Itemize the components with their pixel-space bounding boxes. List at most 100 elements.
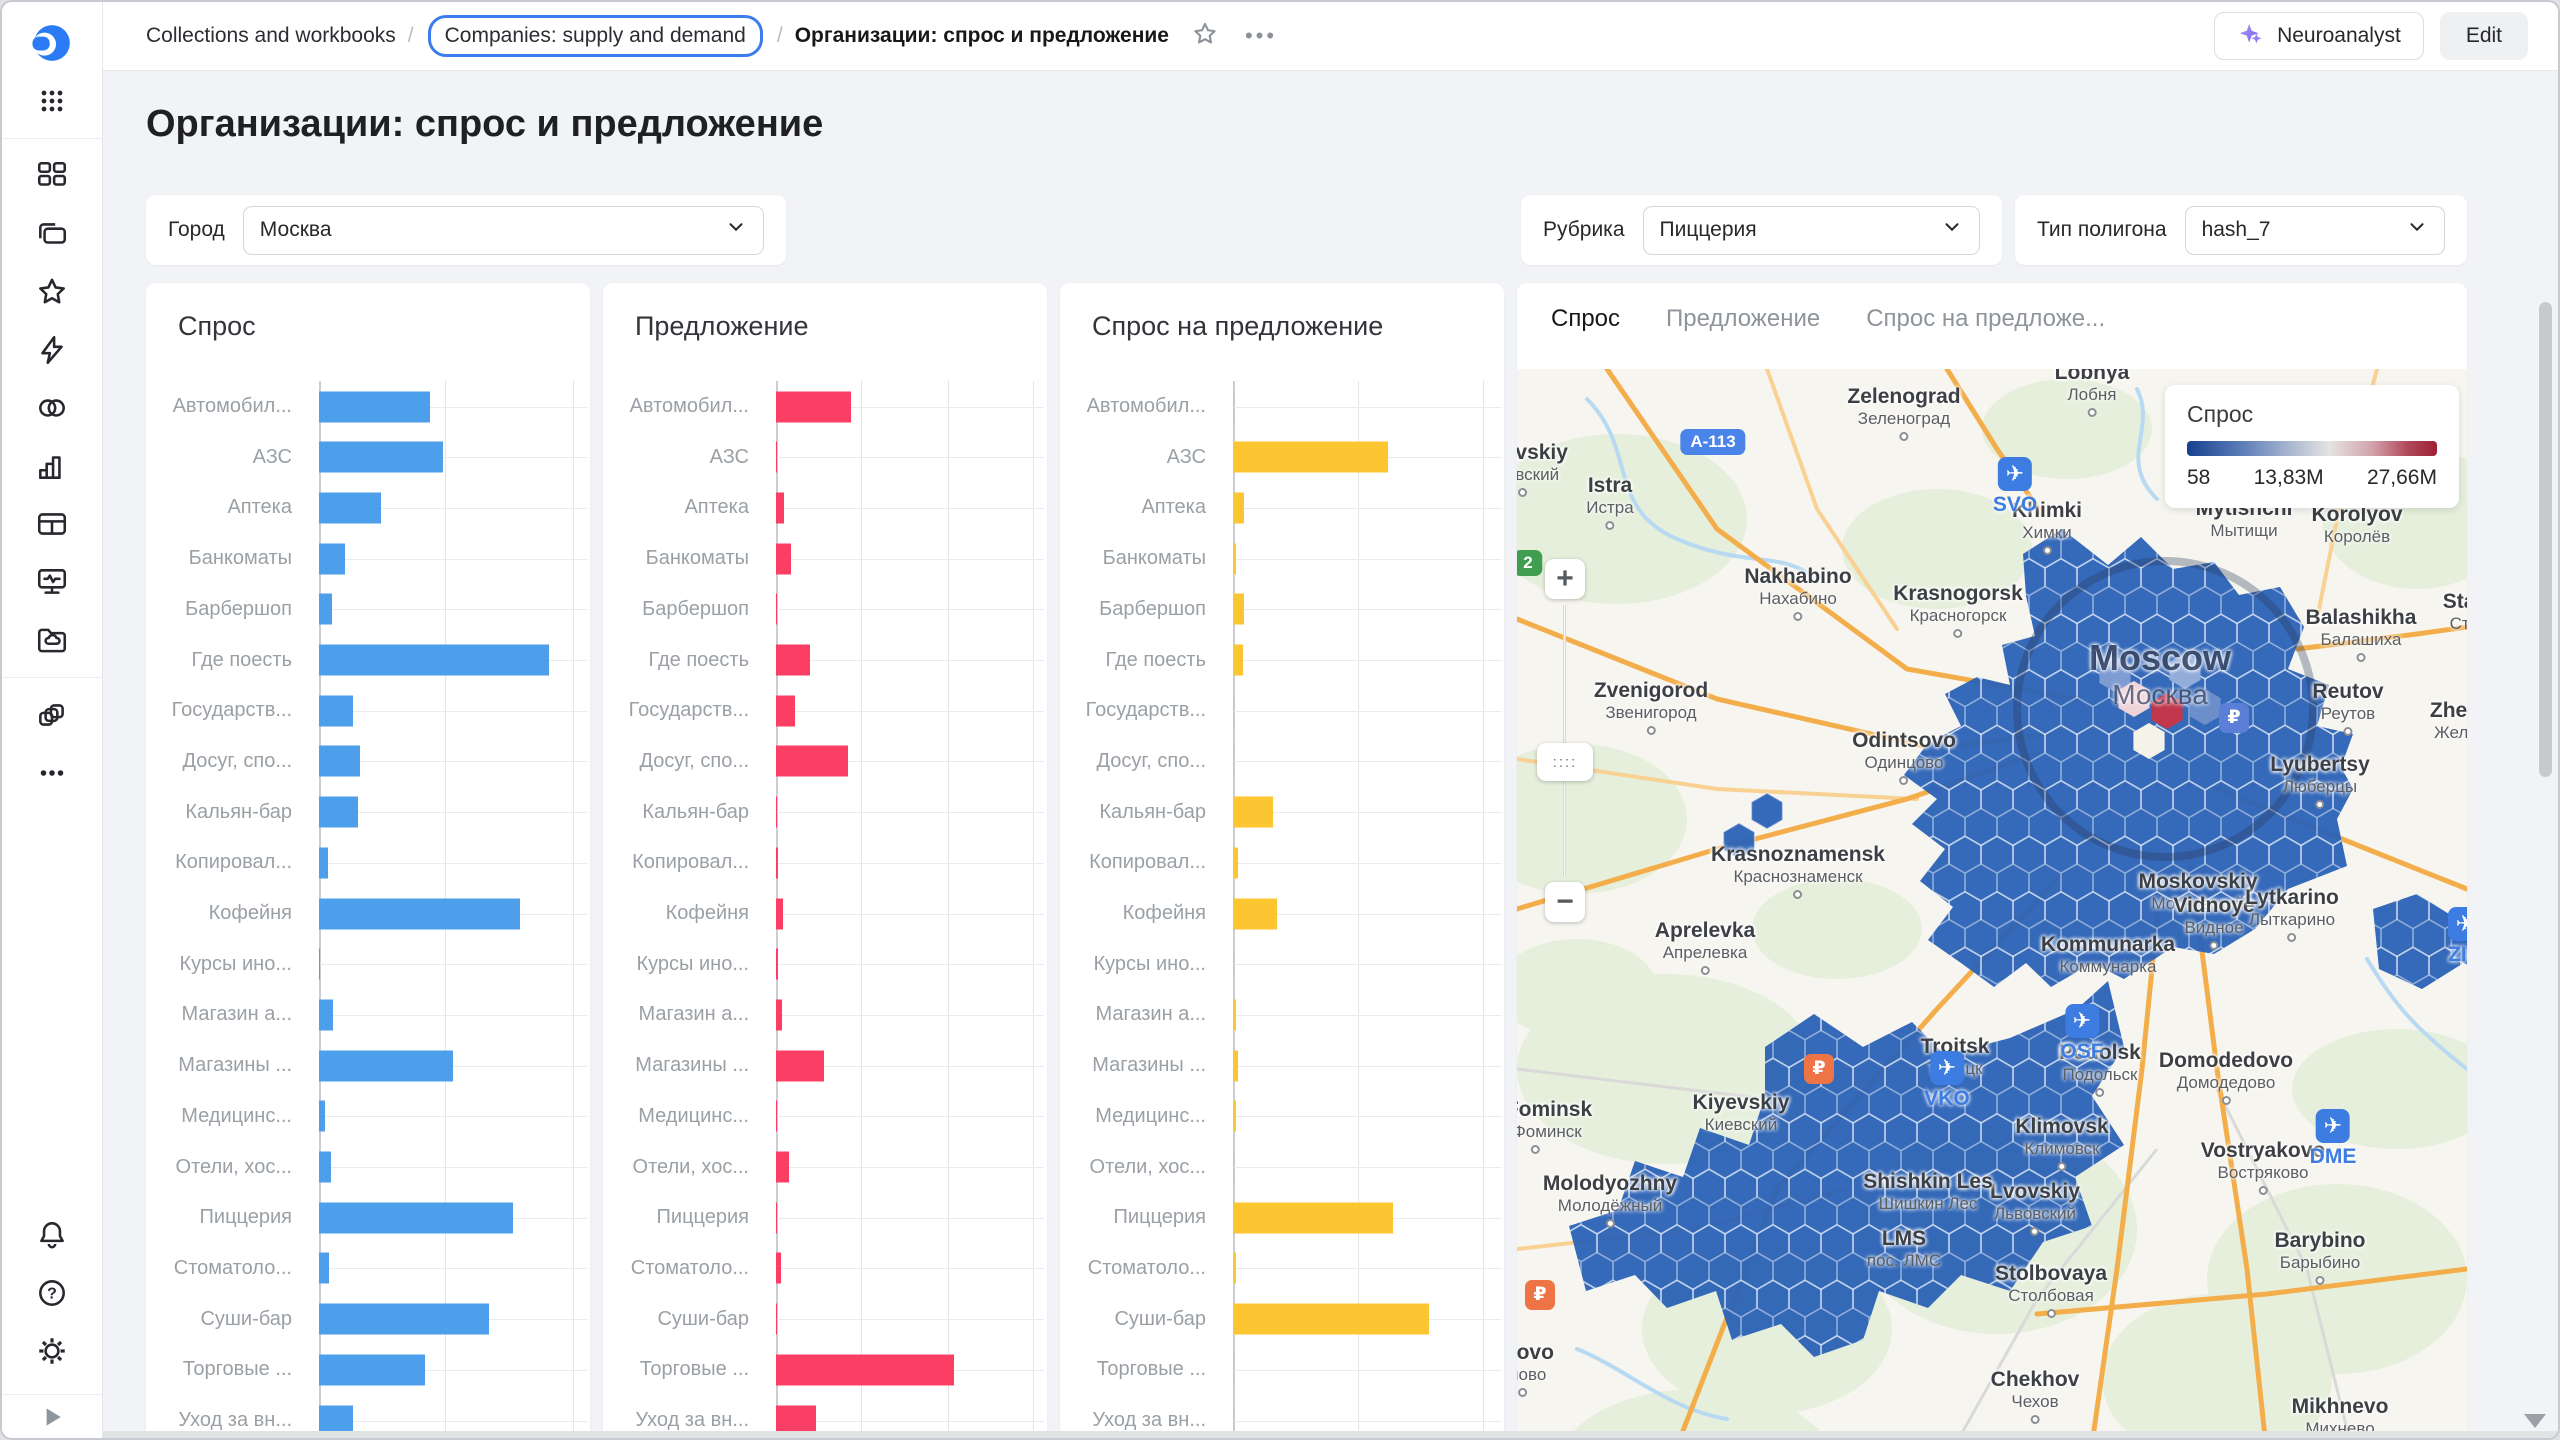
bar[interactable] bbox=[319, 593, 332, 625]
breadcrumb-workbook[interactable]: Companies: supply and demand bbox=[444, 24, 746, 47]
map-zoom-slider[interactable] bbox=[1563, 605, 1566, 877]
bar[interactable] bbox=[776, 695, 796, 727]
help-icon[interactable]: ? bbox=[22, 1264, 82, 1322]
settings-gear-icon[interactable] bbox=[22, 1322, 82, 1380]
bar[interactable] bbox=[1233, 1100, 1236, 1132]
bar[interactable] bbox=[319, 898, 521, 929]
chart-row: Уход за вн... bbox=[603, 1395, 1047, 1438]
bar[interactable] bbox=[1233, 391, 1235, 422]
map-tab-supply[interactable]: Предложение bbox=[1666, 305, 1821, 332]
bar[interactable] bbox=[1233, 1151, 1235, 1183]
bar[interactable] bbox=[776, 898, 783, 929]
bar[interactable] bbox=[319, 492, 381, 524]
rubric-select[interactable]: Пиццерия bbox=[1642, 205, 1980, 255]
bar[interactable] bbox=[319, 391, 430, 422]
bar[interactable] bbox=[1233, 847, 1238, 879]
layers-icon[interactable] bbox=[22, 686, 82, 744]
bar[interactable] bbox=[319, 999, 334, 1031]
bar[interactable] bbox=[319, 1303, 490, 1335]
favorites-star-icon[interactable] bbox=[22, 263, 82, 321]
bar[interactable] bbox=[1233, 543, 1237, 575]
bar[interactable] bbox=[319, 695, 353, 727]
bar[interactable] bbox=[319, 745, 361, 777]
datasets-table-icon[interactable] bbox=[22, 495, 82, 553]
edit-button[interactable]: Edit bbox=[2439, 12, 2528, 60]
bar[interactable] bbox=[776, 391, 851, 422]
bar[interactable] bbox=[776, 948, 779, 980]
polygon-select[interactable]: hash_7 bbox=[2184, 205, 2445, 255]
vertical-scrollbar[interactable] bbox=[2539, 302, 2552, 777]
bar[interactable] bbox=[319, 1354, 425, 1386]
bar[interactable] bbox=[1233, 1050, 1238, 1082]
bar[interactable] bbox=[776, 1405, 816, 1436]
bar[interactable] bbox=[1233, 948, 1235, 980]
bar[interactable] bbox=[776, 1202, 778, 1234]
bar[interactable] bbox=[776, 593, 778, 625]
bar[interactable] bbox=[1233, 898, 1277, 929]
bar[interactable] bbox=[1233, 695, 1235, 727]
bar[interactable] bbox=[1233, 1303, 1430, 1335]
city-select[interactable]: Москва bbox=[242, 205, 764, 255]
bar[interactable] bbox=[319, 948, 321, 980]
bar[interactable] bbox=[776, 1252, 782, 1284]
bar[interactable] bbox=[776, 796, 778, 828]
bar[interactable] bbox=[319, 796, 358, 828]
bar[interactable] bbox=[1233, 1202, 1393, 1234]
bar[interactable] bbox=[1233, 999, 1236, 1031]
bar[interactable] bbox=[776, 1151, 789, 1183]
charts-icon[interactable] bbox=[22, 437, 82, 495]
bar[interactable] bbox=[319, 644, 549, 676]
bar[interactable] bbox=[776, 492, 784, 524]
bar[interactable] bbox=[319, 1405, 353, 1436]
bar[interactable] bbox=[319, 1252, 330, 1284]
connections-icon[interactable] bbox=[22, 379, 82, 437]
bar[interactable] bbox=[776, 847, 778, 879]
bar[interactable] bbox=[776, 644, 810, 676]
sidebar-collapse-play-icon[interactable] bbox=[2, 1394, 102, 1438]
more-ellipsis-icon[interactable] bbox=[22, 744, 82, 802]
editor-monitor-icon[interactable] bbox=[22, 553, 82, 611]
quick-actions-lightning-icon[interactable] bbox=[22, 321, 82, 379]
bar[interactable] bbox=[319, 543, 345, 575]
bar[interactable] bbox=[319, 441, 443, 473]
map-canvas[interactable]: Zelenograd Зеленоград Lobnya Лобня Istra Истр… bbox=[1517, 369, 2467, 1438]
bar[interactable] bbox=[319, 1151, 331, 1183]
bar[interactable] bbox=[1233, 745, 1235, 777]
map-tab-demand[interactable]: Спрос bbox=[1551, 305, 1621, 332]
bar[interactable] bbox=[776, 1354, 955, 1386]
bar[interactable] bbox=[1233, 441, 1388, 473]
dashboards-icon[interactable] bbox=[22, 147, 82, 205]
bar[interactable] bbox=[776, 441, 778, 473]
notifications-bell-icon[interactable] bbox=[22, 1206, 82, 1264]
bar[interactable] bbox=[319, 1100, 325, 1132]
apps-grid-icon[interactable] bbox=[22, 72, 82, 130]
neuroanalyst-button[interactable]: Neuroanalyst bbox=[2214, 12, 2424, 60]
bar[interactable] bbox=[776, 745, 849, 777]
scroll-down-arrow-icon[interactable] bbox=[2524, 1414, 2546, 1428]
bar[interactable] bbox=[1233, 492, 1245, 524]
bar[interactable] bbox=[319, 1050, 454, 1082]
bar[interactable] bbox=[319, 847, 329, 879]
bar[interactable] bbox=[776, 1050, 824, 1082]
bar[interactable] bbox=[776, 543, 792, 575]
bar[interactable] bbox=[1233, 644, 1244, 676]
favorite-star-icon[interactable] bbox=[1191, 20, 1219, 53]
map-zoom-out-button[interactable]: − bbox=[1545, 882, 1585, 922]
map-ruler-button[interactable]: :::: bbox=[1537, 743, 1593, 781]
map-zoom-in-button[interactable]: + bbox=[1545, 559, 1585, 599]
breadcrumb-collections[interactable]: Collections and workbooks bbox=[146, 24, 396, 47]
more-actions-icon[interactable]: ••• bbox=[1244, 23, 1278, 48]
bar[interactable] bbox=[776, 999, 782, 1031]
storage-folder-cloud-icon[interactable] bbox=[22, 611, 82, 669]
bar[interactable] bbox=[1233, 1354, 1235, 1386]
map-tab-ratio[interactable]: Спрос на предложе... bbox=[1866, 305, 2106, 332]
collections-icon[interactable] bbox=[22, 205, 82, 263]
bar[interactable] bbox=[1233, 796, 1273, 828]
bar[interactable] bbox=[776, 1100, 778, 1132]
bar[interactable] bbox=[1233, 1252, 1236, 1284]
bar[interactable] bbox=[776, 1303, 778, 1335]
bar[interactable] bbox=[1233, 593, 1245, 625]
bar[interactable] bbox=[319, 1202, 513, 1234]
datalens-logo-icon[interactable] bbox=[22, 14, 82, 72]
bar[interactable] bbox=[1233, 1405, 1235, 1436]
